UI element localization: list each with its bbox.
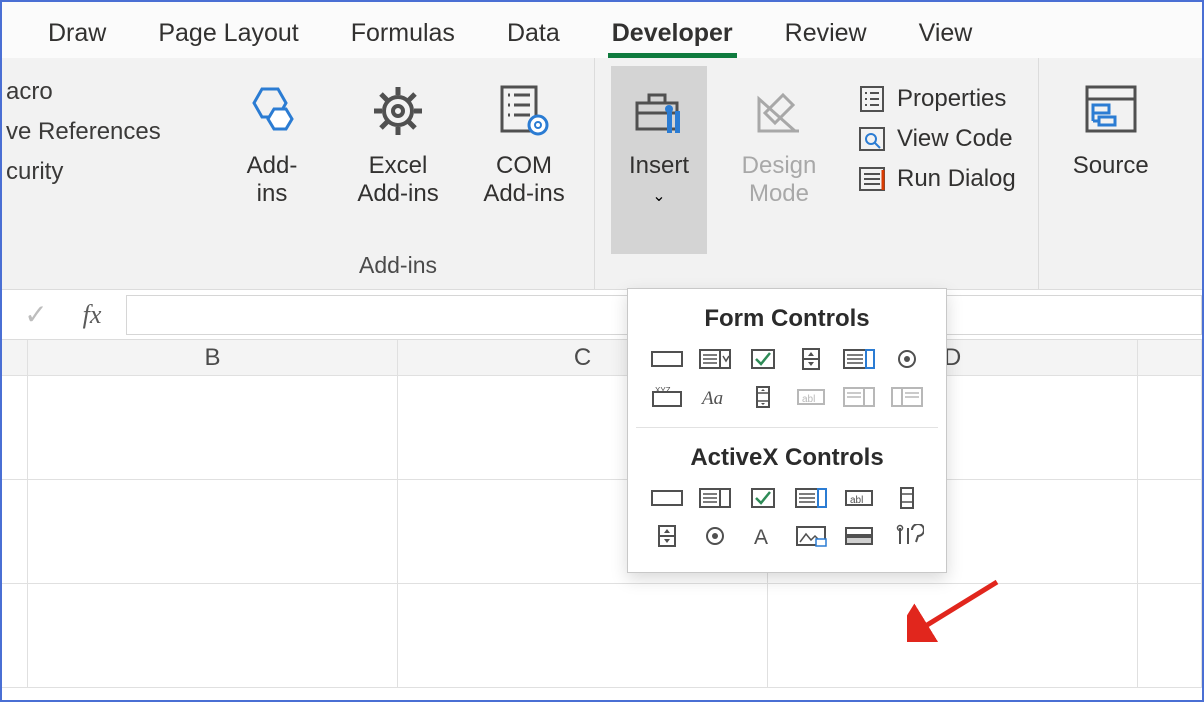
svg-text:Aa: Aa [700, 388, 723, 409]
addins-group: Add- ins Excel Add-ins COM Add-ins Add-i… [202, 58, 595, 289]
form-combo-list-disabled-control [838, 381, 880, 413]
insert-label: Insert [629, 152, 689, 180]
record-macro-partial[interactable]: acro [2, 78, 194, 106]
form-text-field-disabled-control: abl [790, 381, 832, 413]
properties-icon [857, 84, 887, 114]
cancel-entry-icon: ✓ [14, 295, 58, 335]
form-list-box-control[interactable] [838, 343, 880, 375]
ribbon-tabs: Draw Page Layout Formulas Data Developer… [2, 2, 1202, 58]
toolbox-icon [629, 76, 689, 146]
ax-text-box-control[interactable]: abl [838, 482, 880, 514]
xml-group: Source [1039, 58, 1183, 289]
controls-small-buttons: Properties View Code Run Dialog [851, 66, 1022, 196]
run-dialog-label: Run Dialog [897, 165, 1016, 193]
spreadsheet-grid[interactable] [2, 376, 1202, 688]
formula-bar: ✓ fx [2, 290, 1202, 340]
ax-check-box-control[interactable] [742, 482, 784, 514]
column-headers: B C D [2, 340, 1202, 376]
ax-scroll-bar-control[interactable] [886, 482, 928, 514]
com-addins-button[interactable]: COM Add-ins [470, 66, 578, 207]
ax-label-control[interactable]: A [742, 520, 784, 552]
com-addins-icon [492, 76, 556, 146]
source-icon [1079, 76, 1143, 146]
form-spin-button-control[interactable] [790, 343, 832, 375]
truncated-code-group: acro ve References curity [2, 58, 202, 289]
ribbon: acro ve References curity Add- ins Excel… [2, 58, 1202, 290]
run-dialog-button[interactable]: Run Dialog [851, 162, 1022, 196]
svg-text:abl: abl [850, 495, 863, 506]
view-code-icon [857, 124, 887, 154]
design-mode-button[interactable]: Design Mode [725, 66, 833, 207]
form-controls-heading: Form Controls [628, 289, 946, 343]
source-label: Source [1073, 152, 1149, 180]
excel-addins-label: Excel Add-ins [357, 152, 438, 207]
addins-icon [240, 76, 304, 146]
run-dialog-icon [857, 164, 887, 194]
col-header-b[interactable]: B [28, 340, 398, 376]
activex-controls-grid: abl A [628, 482, 946, 564]
activex-controls-heading: ActiveX Controls [628, 428, 946, 482]
form-combo-dropdown-disabled-control [886, 381, 928, 413]
excel-addins-button[interactable]: Excel Add-ins [344, 66, 452, 207]
form-combo-box-control[interactable] [694, 343, 736, 375]
relative-references-partial[interactable]: ve References [2, 118, 194, 146]
ax-combo-box-control[interactable] [694, 482, 736, 514]
svg-text:XYZ: XYZ [655, 386, 671, 395]
view-code-label: View Code [897, 125, 1013, 153]
form-label-control[interactable]: Aa [694, 381, 736, 413]
svg-text:A: A [754, 526, 768, 548]
col-header-a-partial[interactable] [2, 340, 28, 376]
insert-controls-button[interactable]: Insert ⌄ [611, 66, 707, 254]
tab-data[interactable]: Data [481, 11, 586, 58]
tab-developer[interactable]: Developer [586, 11, 759, 58]
ax-image-control[interactable] [790, 520, 832, 552]
annotation-arrow [907, 572, 1007, 642]
ax-more-controls-button[interactable] [886, 520, 928, 552]
form-option-button-control[interactable] [886, 343, 928, 375]
tab-page-layout[interactable]: Page Layout [132, 11, 324, 58]
tab-view[interactable]: View [893, 11, 999, 58]
properties-label: Properties [897, 85, 1006, 113]
form-button-control[interactable] [646, 343, 688, 375]
view-code-button[interactable]: View Code [851, 122, 1022, 156]
col-header-e-partial[interactable] [1138, 340, 1202, 376]
ax-spin-button-control[interactable] [646, 520, 688, 552]
chevron-down-icon: ⌄ [652, 186, 665, 206]
gear-icon [366, 76, 430, 146]
ax-option-button-control[interactable] [694, 520, 736, 552]
form-scroll-bar-control[interactable] [742, 381, 784, 413]
ax-command-button-control[interactable] [646, 482, 688, 514]
source-button[interactable]: Source [1055, 66, 1167, 180]
tab-formulas[interactable]: Formulas [325, 11, 481, 58]
insert-controls-dropdown: Form Controls XYZ Aa abl ActiveX Control… [627, 288, 947, 573]
ax-toggle-button-control[interactable] [838, 520, 880, 552]
design-mode-icon [749, 76, 809, 146]
addins-group-label: Add-ins [359, 252, 437, 283]
ax-list-box-control[interactable] [790, 482, 832, 514]
controls-group: Insert ⌄ Design Mode Properties View Cod… [595, 58, 1039, 289]
tab-draw[interactable]: Draw [22, 11, 132, 58]
form-group-box-control[interactable]: XYZ [646, 381, 688, 413]
design-mode-label: Design Mode [742, 152, 817, 207]
tab-review[interactable]: Review [759, 11, 893, 58]
com-addins-label: COM Add-ins [483, 152, 564, 207]
form-check-box-control[interactable] [742, 343, 784, 375]
addins-button[interactable]: Add- ins [218, 66, 326, 207]
svg-text:abl: abl [802, 394, 815, 405]
macro-security-partial[interactable]: curity [2, 158, 194, 186]
addins-label: Add- ins [247, 152, 298, 207]
form-controls-grid: XYZ Aa abl [628, 343, 946, 425]
fx-icon[interactable]: fx [70, 295, 114, 335]
properties-button[interactable]: Properties [851, 82, 1022, 116]
